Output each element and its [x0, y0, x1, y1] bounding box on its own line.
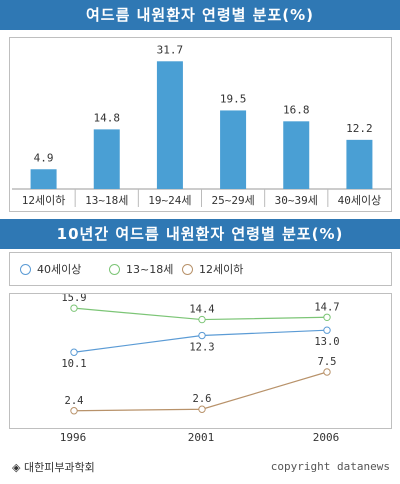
data-point	[323, 313, 331, 321]
data-label: 14.7	[314, 301, 339, 313]
x-tick-label: 25~29세	[211, 194, 254, 207]
legend-item-13-18: 13~18세	[109, 261, 173, 277]
x-tick-label: 2006	[312, 431, 340, 444]
bar-value-label: 4.9	[34, 151, 54, 164]
legend-label: 12세이하	[199, 263, 244, 276]
x-tick-label: 12세이하	[22, 193, 66, 207]
legend-label: 40세이상	[37, 263, 82, 276]
data-label: 10.1	[61, 358, 86, 370]
data-point	[323, 368, 331, 376]
x-tick-label: 30~39세	[275, 194, 318, 207]
legend-marker-icon	[20, 263, 31, 275]
bar-value-label: 19.5	[220, 92, 247, 105]
x-tick-label: 19~24세	[148, 194, 191, 207]
bar-chart-panel: 4.9 12세이하 14.8 13~18세 31.7 19~24세 19.5 25~29세 16…	[9, 37, 392, 212]
data-label: 2.4	[65, 395, 84, 407]
x-tick-label: 40세이상	[338, 194, 382, 207]
bar-chart-title: 여드름 내원환자 연령별 분포(%)	[0, 0, 400, 30]
data-label: 7.5	[318, 356, 337, 368]
copyright-text: copyright datanews	[270, 460, 390, 473]
legend-marker-icon	[182, 263, 193, 275]
legend-item-12-under: 12세이하	[182, 261, 243, 277]
x-tick-label: 2001	[187, 431, 215, 444]
line-chart-panel: 10.1 12.3 13.0 15.9 14.4 14.7 2.4 2.6 7.5	[9, 292, 392, 429]
data-point	[198, 315, 206, 324]
legend-marker-icon	[109, 263, 120, 275]
data-label: 12.3	[189, 342, 214, 354]
bar-chart: 4.9 12세이하 14.8 13~18세 31.7 19~24세 19.5 25~29세 16…	[12, 43, 391, 207]
bar-value-label: 16.8	[283, 103, 310, 116]
bar	[93, 129, 120, 189]
data-point	[70, 407, 78, 415]
data-point	[198, 331, 206, 340]
line-chart: 10.1 12.3 13.0 15.9 14.4 14.7 2.4 2.6 7.5	[61, 292, 340, 415]
legend-item-40plus: 40세이상	[20, 261, 81, 277]
bar	[156, 61, 183, 190]
data-point	[198, 405, 206, 413]
x-tick-label: 13~18세	[85, 194, 128, 207]
line-chart-legend: 40세이상 13~18세 12세이하	[9, 252, 392, 286]
data-point	[323, 326, 331, 334]
x-tick-label: 1996	[59, 431, 87, 444]
data-point	[70, 304, 78, 312]
bar	[346, 139, 373, 189]
bar	[283, 121, 310, 189]
bar	[220, 110, 247, 189]
legend-label: 13~18세	[126, 263, 174, 276]
data-label: 13.0	[314, 336, 339, 348]
line-chart-title: 10년간 여드름 내원환자 연령별 분포(%)	[0, 219, 400, 249]
data-label: 2.6	[193, 393, 212, 405]
bar	[30, 169, 57, 189]
data-label: 14.4	[189, 304, 214, 316]
source-text: ◈ 대한피부과학회	[12, 461, 95, 474]
data-label: 15.9	[61, 294, 86, 304]
bar-value-label: 12.2	[346, 122, 373, 135]
data-point	[70, 348, 78, 356]
bar-value-label: 14.8	[94, 111, 121, 124]
bar-value-label: 31.7	[157, 43, 184, 56]
